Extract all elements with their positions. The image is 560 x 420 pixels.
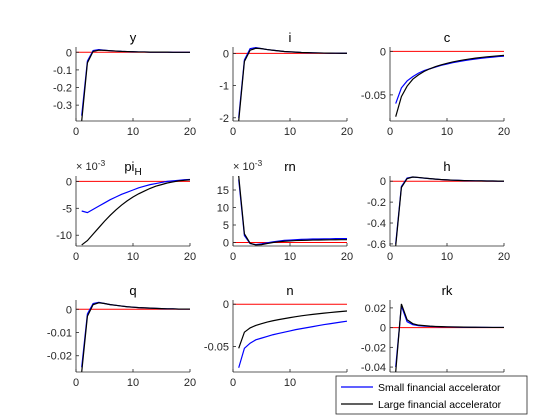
x-tick-label: 0 <box>387 126 393 138</box>
subplot-h: 0 10 20 0 -0.2 -0.4 -0.6 h <box>367 159 510 263</box>
y-tick-label: 15 <box>217 185 229 197</box>
x-tick-label: 10 <box>284 377 296 389</box>
y-tick-label: -0.02 <box>361 342 386 354</box>
x-tick-label: 20 <box>184 377 196 389</box>
subplot-title: rk <box>442 283 453 298</box>
series-line-small <box>238 320 347 368</box>
plot-area <box>233 176 347 246</box>
subplot-title: n <box>286 283 293 298</box>
plot-area <box>76 176 190 246</box>
series-line-large <box>81 302 190 372</box>
x-tick-label: 0 <box>73 251 79 263</box>
legend-label-small: Small financial accelerator <box>378 382 501 394</box>
y-tick-label: 0 <box>380 323 386 335</box>
y-tick-label: -1 <box>219 81 229 93</box>
x-tick-label: 0 <box>230 126 236 138</box>
x-tick-label: 0 <box>230 251 236 263</box>
y-tick-label: -0.05 <box>361 90 386 102</box>
y-tick-label: -0.1 <box>53 65 72 77</box>
subplot-c: 0 10 20 0 -0.05 c <box>361 30 510 138</box>
x-tick-label: 20 <box>341 126 353 138</box>
y-tick-label: 0 <box>223 48 229 60</box>
y-tick-label: 0 <box>66 304 72 316</box>
plot-area <box>233 47 347 121</box>
y-tick-label: -0.3 <box>53 100 72 112</box>
x-tick-label: 20 <box>184 251 196 263</box>
series-line-small <box>395 55 504 104</box>
subplot-title: piH <box>124 159 141 178</box>
series-line-large <box>81 49 190 121</box>
x-tick-label: 10 <box>284 126 296 138</box>
x-tick-label: 10 <box>127 377 139 389</box>
x-tick-label: 10 <box>127 126 139 138</box>
series-line-large <box>238 310 347 349</box>
legend-label-large: Large financial accelerator <box>378 399 502 411</box>
subplot-title: rn <box>284 159 296 174</box>
plot-area <box>76 47 190 121</box>
series-line-large <box>395 303 504 372</box>
y-tick-label: -0.02 <box>47 351 72 363</box>
y-tick-label: -5 <box>62 203 72 215</box>
exponent-label: × 10-3 <box>76 158 106 173</box>
x-tick-label: 20 <box>498 126 510 138</box>
series-line-large <box>238 176 347 246</box>
subplot-title: q <box>129 283 136 298</box>
x-tick-label: 10 <box>441 251 453 263</box>
subplot-pih: 0 10 20 0 -5 -10 piH × 10-3 <box>56 158 196 263</box>
y-tick-label: 10 <box>217 203 229 215</box>
subplot-title: h <box>443 159 450 174</box>
x-tick-label: 0 <box>387 251 393 263</box>
legend-box <box>335 375 528 415</box>
y-tick-label: 5 <box>223 220 229 232</box>
plot-area <box>390 176 504 246</box>
subplot-title: i <box>289 30 292 45</box>
y-tick-label: 0 <box>223 299 229 311</box>
y-tick-label: 0 <box>66 47 72 59</box>
x-tick-label: 0 <box>73 377 79 389</box>
y-tick-label: -0.6 <box>367 239 386 251</box>
plot-area <box>233 300 347 372</box>
plot-area <box>390 300 504 372</box>
series-line-large <box>238 47 347 121</box>
y-tick-label: 0 <box>223 238 229 250</box>
y-tick-label: 0 <box>380 176 386 188</box>
x-tick-label: 10 <box>127 251 139 263</box>
subplot-rn: 0 10 20 0 5 10 15 rn × 10-3 <box>217 158 353 263</box>
y-tick-label: -0.01 <box>47 328 72 340</box>
series-line-large <box>81 179 190 246</box>
subplot-q: 0 10 20 0 -0.01 -0.02 q <box>47 283 196 389</box>
legend: Small financial accelerator Large financ… <box>335 375 528 415</box>
subplot-grid: 0 10 20 0 -0.1 -0.2 -0.3 y 0 10 20 0 -1 -2 i 0 10 20 0 -0.0… <box>47 30 510 389</box>
subplot-title: c <box>444 30 451 45</box>
series-line-small <box>81 178 190 214</box>
exponent-label: × 10-3 <box>233 158 263 173</box>
plot-area <box>76 300 190 372</box>
x-tick-label: 20 <box>341 251 353 263</box>
subplot-title: y <box>130 30 137 45</box>
x-tick-label: 0 <box>230 377 236 389</box>
y-tick-label: -0.2 <box>367 197 386 209</box>
subplot-y: 0 10 20 0 -0.1 -0.2 -0.3 y <box>53 30 196 138</box>
series-line-large <box>395 176 504 246</box>
y-tick-label: -0.05 <box>204 342 229 354</box>
x-tick-label: 0 <box>73 126 79 138</box>
subplot-i: 0 10 20 0 -1 -2 i <box>219 30 353 138</box>
x-tick-label: 10 <box>284 251 296 263</box>
y-tick-label: -0.2 <box>53 83 72 95</box>
y-tick-label: -0.04 <box>361 362 386 374</box>
series-line-large <box>395 54 504 117</box>
y-tick-label: 0 <box>380 46 386 58</box>
y-tick-label: 0 <box>66 176 72 188</box>
y-tick-label: -0.4 <box>367 218 386 230</box>
y-tick-label: -10 <box>56 230 72 242</box>
x-tick-label: 20 <box>184 126 196 138</box>
y-tick-label: -2 <box>219 113 229 125</box>
x-tick-label: 10 <box>441 126 453 138</box>
x-tick-label: 20 <box>498 251 510 263</box>
y-tick-label: 0.02 <box>365 303 386 315</box>
